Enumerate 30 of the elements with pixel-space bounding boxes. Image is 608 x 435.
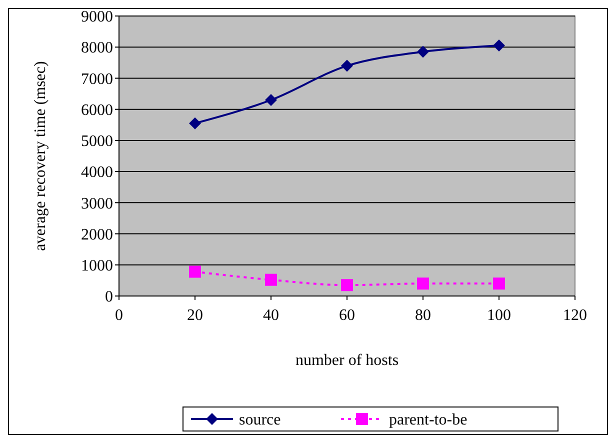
y-tick-label: 4000 — [81, 164, 113, 182]
point — [417, 278, 429, 290]
x-tick-label: 60 — [339, 307, 355, 324]
y-tick-label: 7000 — [81, 70, 113, 88]
point — [493, 278, 505, 290]
y-tick-label: 0 — [105, 288, 113, 306]
point — [189, 117, 201, 130]
point — [417, 46, 429, 58]
x-tick-label: 120 — [563, 307, 587, 324]
point — [265, 274, 277, 286]
y-axis-title: average recovery time (msec) — [32, 61, 49, 251]
point — [265, 94, 277, 106]
y-tick-label: 2000 — [81, 226, 113, 244]
y-tick-label: 3000 — [81, 195, 113, 212]
legend-label: source — [239, 412, 281, 429]
x-tick-label: 40 — [263, 307, 279, 324]
y-tick-label: 8000 — [81, 40, 113, 57]
y-tick-label: 6000 — [81, 102, 113, 119]
x-tick-label: 100 — [487, 307, 511, 324]
x-tick-label: 20 — [187, 307, 203, 324]
point — [341, 279, 353, 292]
y-tick-label: 9000 — [81, 8, 113, 26]
y-tick-label: 1000 — [81, 257, 113, 274]
legend-label: parent-to-be — [389, 412, 468, 429]
y-tick-label: 5000 — [81, 133, 113, 150]
point — [493, 40, 505, 52]
point — [341, 60, 353, 72]
x-tick-label: 80 — [415, 307, 431, 324]
x-axis-title: number of hosts — [295, 352, 399, 369]
point — [189, 266, 201, 278]
